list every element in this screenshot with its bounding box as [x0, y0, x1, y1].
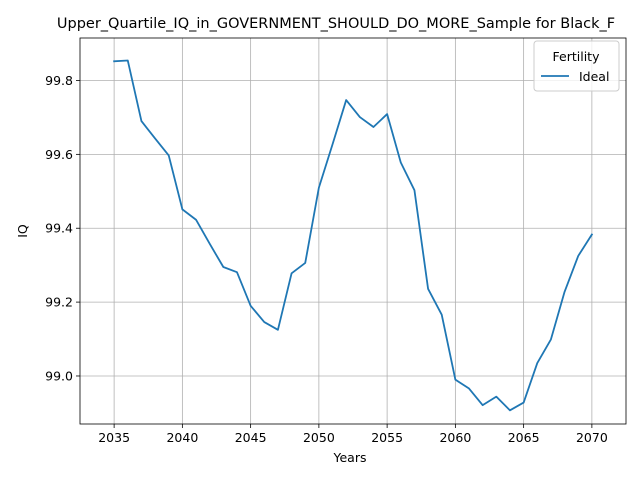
grid-lines: [80, 38, 626, 424]
x-axis-ticks: 2035 2040 2045 2050 2055 2060 2065 2070: [98, 424, 608, 445]
y-tick-label: 99.6: [45, 147, 73, 162]
x-tick-label: 2065: [508, 430, 540, 445]
y-axis-label: IQ: [15, 224, 30, 238]
series-group: [113, 59, 594, 412]
chart-title: Upper_Quartile_IQ_in_GOVERNMENT_SHOULD_D…: [57, 16, 615, 32]
x-tick-label: 2035: [98, 430, 130, 445]
x-tick-label: 2055: [371, 430, 403, 445]
series-line-ideal: [113, 59, 594, 412]
legend-box: [533, 40, 620, 92]
y-tick-label: 99.0: [45, 368, 73, 383]
plot-area-frame: [79, 37, 627, 425]
x-tick-label: 2060: [439, 430, 471, 445]
y-tick-label: 99.8: [45, 73, 73, 88]
legend-label-ideal: Ideal: [579, 69, 609, 84]
x-tick-label: 2045: [235, 430, 267, 445]
x-tick-label: 2070: [576, 430, 608, 445]
legend: Fertility Ideal: [533, 40, 620, 92]
y-tick-label: 99.2: [45, 295, 73, 310]
x-tick-label: 2040: [166, 430, 198, 445]
x-axis-label: Years: [333, 450, 367, 465]
y-tick-label: 99.4: [45, 221, 73, 236]
legend-title: Fertility: [553, 49, 601, 64]
x-tick-label: 2050: [303, 430, 335, 445]
y-axis-ticks: 99.0 99.2 99.4 99.6 99.8: [45, 73, 80, 383]
